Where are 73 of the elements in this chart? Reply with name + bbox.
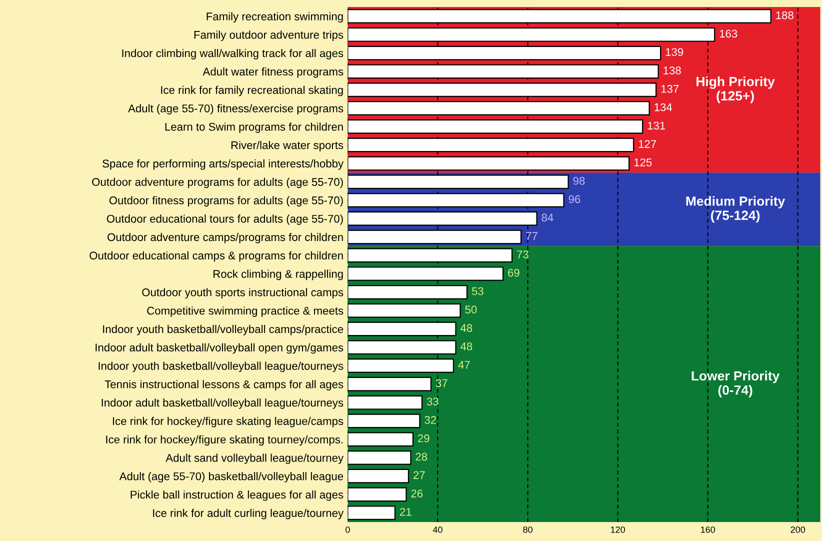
y-tick-label: Space for performing arts/special interests/hobby [102,159,344,170]
y-tick-label: Family outdoor adventure trips [194,30,344,41]
data-label: 96 [568,195,580,204]
data-label: 33 [426,398,438,406]
data-label: 37 [436,379,448,388]
data-label: 21 [400,508,412,516]
y-tick-label: Adult (age 55-70) fitness/exercise programs [128,104,344,115]
y-tick-label: Ice rink for hockey/figure skating league/camps [112,416,344,428]
data-label: 98 [573,176,585,185]
data-label: 131 [648,122,666,130]
data-label: 28 [416,452,428,461]
x-tick-label: 200 [790,526,806,533]
y-tick-label: Adult (age 55-70) basketball/volleyball league [119,472,344,482]
x-tick-label: 0 [346,526,350,533]
band-label: Medium Priority (75-124) [686,196,786,223]
data-label: 77 [526,232,538,240]
data-label: 29 [418,434,430,442]
y-tick-label: Outdoor youth sports instructional camps [142,288,344,298]
y-tick-label: Pickle ball instruction & leagues for all ages [130,490,344,501]
x-tick-label: 160 [700,526,715,533]
band-label: High Priority (125+) [696,76,775,104]
y-tick-label: Family recreation swimming [206,12,343,23]
bar [348,432,414,446]
data-label: 73 [517,250,528,258]
bar [348,468,410,484]
data-label: 125 [634,158,652,166]
y-tick-label: Ice rink for adult curling league/tourney [153,508,344,520]
data-label: 139 [666,48,684,56]
bar [348,450,412,465]
data-label: 137 [661,84,679,93]
y-tick-label: Ice rink for family recreational skating [161,86,343,96]
data-label: 53 [472,287,484,296]
data-label: 84 [542,214,554,222]
data-label: 47 [458,360,470,369]
data-label: 69 [508,268,520,277]
x-tick-label: 120 [610,526,625,533]
y-tick-label: Indoor adult basketball/volleyball open gym/games [96,343,344,354]
y-tick-label: Indoor youth basketball/volleyball camps/practice [103,324,344,336]
bar [348,376,432,392]
x-tick-label: 80 [523,526,532,533]
y-tick-label: Outdoor fitness programs for adults (age 55-70) [109,196,343,206]
y-tick-label: Indoor youth basketball/volleyball league/tourneys [98,362,344,372]
y-tick-label: Outdoor adventure programs for adults (age 55-70) [92,178,343,188]
bar [348,395,423,410]
data-label: 127 [638,140,656,148]
data-label: 50 [465,306,477,314]
y-tick-label: Indoor adult basketball/volleyball league/tourneys [102,398,344,409]
y-tick-label: Ice rink for hockey/figure skating tourney/comps. [106,435,343,446]
data-label: 134 [654,103,672,112]
data-label: 27 [414,471,425,479]
data-label: 48 [460,324,472,332]
data-label: 48 [460,342,472,350]
bar [348,487,407,502]
y-tick-label: Adult sand volleyball league/tourney [166,454,344,464]
data-label: 26 [411,490,423,498]
y-tick-label: Learn to Swim programs for children [165,122,343,133]
y-tick-label: Outdoor educational tours for adults (age 55-70) [106,214,343,225]
y-tick-label: Indoor climbing wall/walking track for all ages [122,48,344,60]
data-label: 32 [424,416,436,424]
y-tick-label: Adult water fitness programs [202,67,344,78]
band-label: Lower Priority (0-74) [692,370,780,398]
y-tick-label: Competitive swimming practice & meets [147,306,344,317]
y-tick-label: River/lake water sports [231,140,344,152]
data-label: 163 [720,30,738,38]
y-tick-label: Rock climbing & rappelling [214,270,343,280]
bar [348,506,396,520]
x-tick-label: 40 [432,526,442,533]
y-tick-label: Outdoor adventure camps/programs for children [108,232,343,244]
bar [348,414,420,428]
y-tick-label: Tennis instructional lessons & camps for all ages [104,380,344,390]
y-tick-label: Outdoor educational camps & programs for children [90,251,343,262]
data-label: 138 [664,66,681,74]
data-label: 188 [776,11,794,20]
